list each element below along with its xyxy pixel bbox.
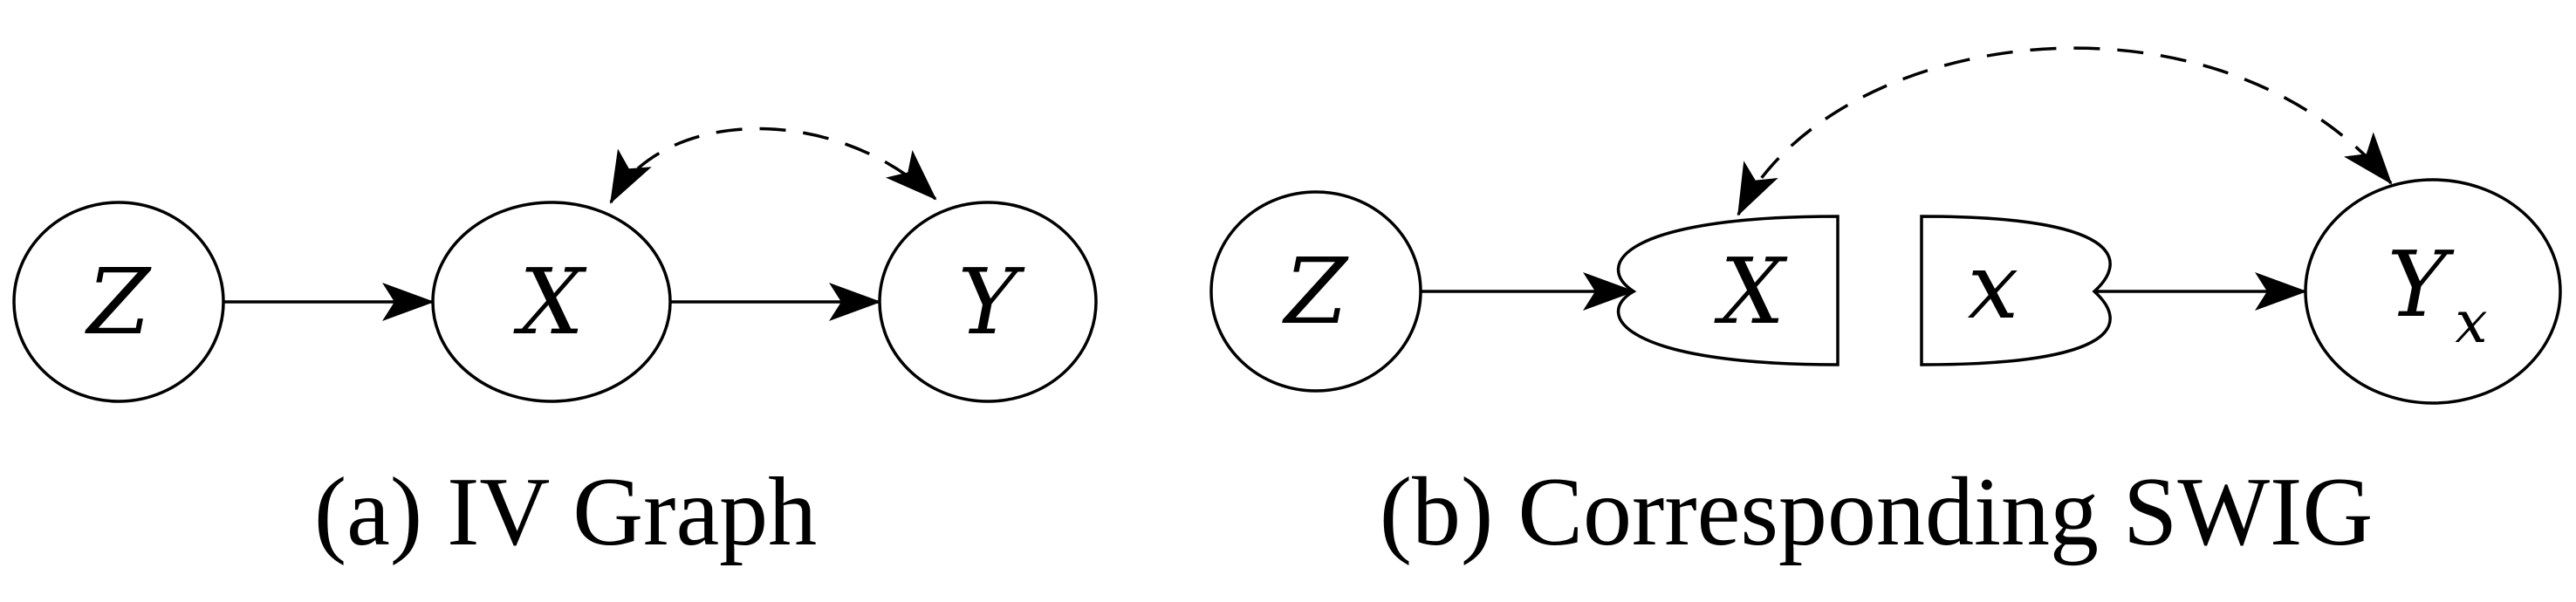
node-x-fixed-half: x xyxy=(1920,215,2112,366)
node-x: X xyxy=(431,201,672,403)
node-x-random-half: X xyxy=(1616,215,1840,366)
node-z: Z xyxy=(12,201,225,403)
caption-b: (b) Corresponding SWIG xyxy=(1380,458,2373,566)
node-y-label: Y xyxy=(958,249,1025,355)
panel-b: Z X x Y x (b) Corresponding SWIG xyxy=(1209,46,2562,566)
panel-a: Z X Y (a) IV Graph xyxy=(12,127,1098,566)
node-y: Y xyxy=(878,201,1098,403)
node-x-random-label: X xyxy=(1714,238,1788,345)
node-z-label: Z xyxy=(85,249,152,355)
node-x-fixed-label: x xyxy=(1968,233,2019,339)
bidirected-edge-x-y xyxy=(609,127,937,204)
node-x-label: X xyxy=(513,249,587,355)
node-y-subscript: x xyxy=(2455,289,2487,356)
caption-a: (a) IV Graph xyxy=(314,458,817,566)
node-z: Z xyxy=(1209,190,1422,393)
bidirected-edge-x-y xyxy=(1737,46,2393,216)
node-z-label: Z xyxy=(1282,238,1349,345)
node-y-label: Y xyxy=(2388,231,2455,338)
node-y-x: Y x xyxy=(2304,178,2562,405)
